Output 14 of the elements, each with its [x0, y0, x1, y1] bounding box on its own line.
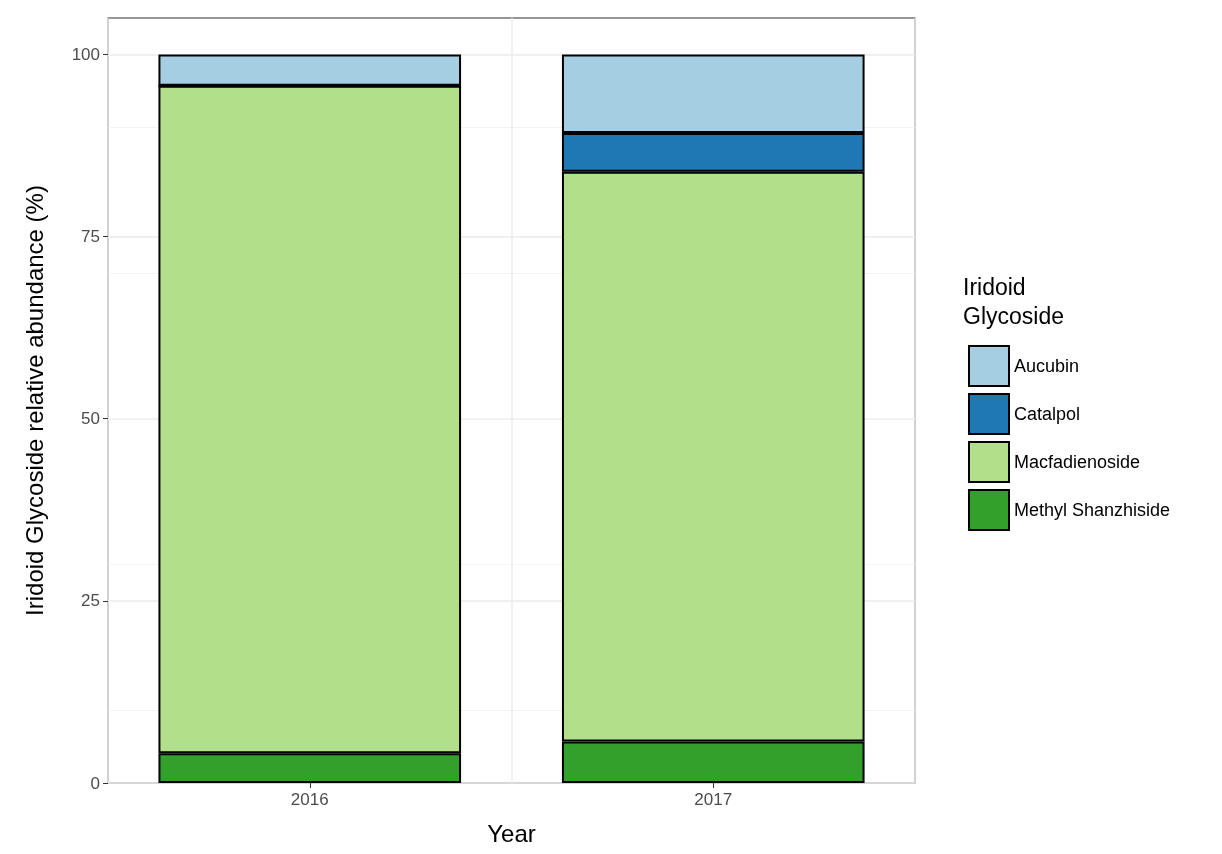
legend-label: Macfadienoside	[1014, 452, 1141, 472]
legend-label: Aucubin	[1014, 356, 1080, 376]
legend-label: Catalpol	[1014, 404, 1081, 424]
legend-title: Iridoid Glycoside	[963, 273, 1064, 329]
y-tick-label: 0	[90, 773, 100, 793]
y-tick-label: 100	[71, 44, 100, 64]
x-axis-title: Year	[487, 819, 536, 847]
y-tick-label: 75	[81, 227, 100, 247]
x-tick-label: 2017	[694, 790, 733, 809]
x-tick-label: 2016	[290, 790, 329, 809]
y-tick-label: 25	[81, 591, 100, 611]
legend-label: Methyl Shanzhiside	[1014, 500, 1171, 520]
y-axis-title: Iridoid Glycoside relative abundance (%)	[20, 185, 48, 616]
y-tick-label: 50	[81, 409, 100, 429]
